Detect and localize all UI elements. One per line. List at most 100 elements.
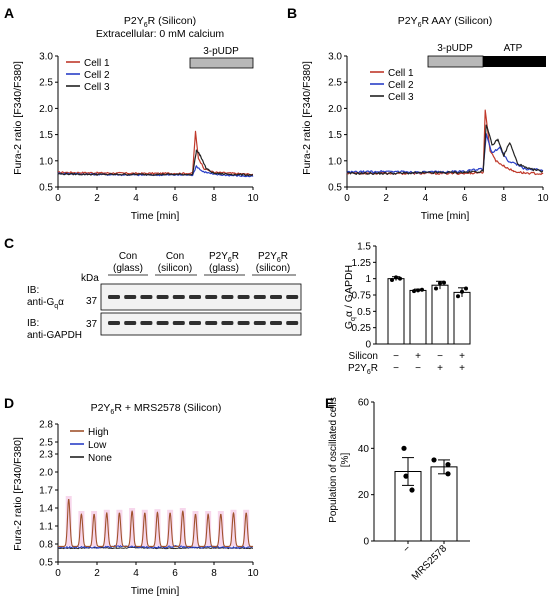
x-tick-label: 0: [55, 568, 61, 579]
panel-c-letter: C: [4, 235, 14, 251]
blot2-ib: IB:: [27, 318, 39, 329]
p2y-sign: −: [393, 363, 399, 374]
y-tick-label: 0: [363, 537, 369, 548]
p2y-row-label: P2Y6R: [348, 363, 378, 376]
shade-band: [205, 511, 212, 547]
x-tick-label: 8: [501, 193, 507, 204]
bar-1: [387, 278, 405, 345]
y-tick-label: 3.0: [328, 52, 342, 63]
blot1-antibody: anti-Gqα: [27, 297, 64, 310]
y-tick-label: 0.25: [352, 323, 372, 334]
blot1-ib: IB:: [27, 285, 39, 296]
panel-d-legend: High Low None: [70, 427, 112, 464]
x-tick-label: 4: [133, 193, 139, 204]
y-tick-label: 2.8: [39, 420, 53, 431]
y-tick-label: 0.8: [39, 540, 53, 551]
y-tick-label: 3.0: [39, 52, 53, 63]
panel-a-axes: 0 2 4 6 8 10 0.5 1.0 1.5 2.0 2.5 3.0: [39, 52, 259, 205]
blot2-band: [189, 321, 201, 325]
silicon-sign: −: [393, 351, 399, 362]
shade-band: [129, 508, 136, 547]
blot2-band: [108, 321, 120, 325]
panel-b-title: P2Y6R AAY (Silicon): [398, 15, 493, 29]
data-point: [456, 294, 460, 299]
x-tick-label: 8: [211, 193, 217, 204]
panel-a-title: P2Y6R (Silicon): [124, 15, 196, 29]
panel-c: C Con (glass) Con (silicon) P2Y6R (glass…: [4, 235, 471, 376]
shade-band: [217, 511, 224, 547]
panel-b-axes: 0 2 4 6 8 10 0.5 1.0 1.5 2.0 2.5 3.0: [328, 52, 549, 205]
y-tick-label: 1.5: [328, 130, 342, 141]
trace-b-cell3: [346, 124, 544, 175]
legend-b-cell1: Cell 1: [388, 68, 414, 79]
y-tick-label: 2.5: [39, 438, 53, 449]
blot2-band: [270, 321, 282, 325]
panel-c-bar-plot: [387, 275, 471, 345]
x-tick-label: 2: [94, 568, 100, 579]
blot2-band: [237, 321, 250, 325]
x-tick-label: 4: [133, 568, 139, 579]
panel-e-letter: E: [325, 395, 334, 411]
panel-c-bar-ylabel: Gqα / GAPDH: [343, 265, 357, 329]
blot2-bands: [108, 321, 299, 325]
bar-3: [431, 284, 449, 345]
panel-d-title: P2Y6R + MRS2578 (Silicon): [91, 402, 222, 416]
y-tick-label: 0.75: [352, 291, 372, 302]
blot-group-labels: Con (glass) Con (silicon) P2Y6R (glass) …: [108, 251, 296, 276]
data-point: [398, 276, 402, 281]
blot1-band: [205, 295, 218, 299]
data-point: [390, 277, 394, 282]
y-tick-label: 2.3: [39, 450, 53, 461]
trace-b-cell1: [346, 109, 544, 176]
blot1-band: [172, 295, 185, 299]
y-tick-label: 1.0: [328, 156, 342, 167]
blot1-marker: 37: [86, 296, 98, 307]
blot1-band: [189, 295, 201, 299]
legend-cell3: Cell 3: [84, 82, 110, 93]
blot1-bands: [108, 295, 299, 299]
panel-b: B P2Y6R AAY (Silicon) 3-pUDP ATP 0 2 4 6 8 10…: [287, 5, 549, 222]
x-tick-label: 0: [55, 193, 61, 204]
trace-cell2: [57, 165, 254, 178]
shade-band: [103, 509, 110, 547]
y-tick-label: 1.4: [39, 504, 53, 515]
legend-b-cell2: Cell 2: [388, 80, 414, 91]
legend-low: Low: [88, 440, 107, 451]
stim-label-3pudp: 3-pUDP: [203, 46, 239, 57]
y-tick-label: 20: [358, 490, 370, 501]
x-tick-label: 10: [247, 193, 259, 204]
data-point: [416, 288, 420, 293]
shade-band: [230, 509, 237, 547]
stim-bar-3pudp: [189, 57, 254, 69]
panel-a-legend: Cell 1 Cell 2 Cell 3: [66, 58, 110, 93]
legend-b-cell3: Cell 3: [388, 92, 414, 103]
y-tick-label: 2.0: [328, 104, 342, 115]
stim-bar-3pudp-b: [427, 55, 484, 68]
trace-cell1: [58, 130, 254, 176]
stim-label-atp: ATP: [504, 43, 523, 54]
legend-high: High: [88, 427, 109, 438]
trace-low: [57, 545, 254, 549]
panel-a-letter: A: [4, 5, 14, 21]
trace-high: [57, 499, 254, 547]
blot2-antibody: anti-GAPDH: [27, 330, 82, 341]
x-tick-label: 6: [462, 193, 468, 204]
y-tick-label: 0.5: [328, 183, 342, 194]
blot2-marker: 37: [86, 319, 98, 330]
p2y-sign: +: [437, 363, 443, 374]
blot2-band: [221, 321, 234, 325]
panel-b-stim-bars: 3-pUDP ATP: [427, 43, 546, 68]
x-tick-label: 10: [537, 193, 549, 204]
panel-b-ylabel: Fura-2 ratio [F340/F380]: [301, 61, 313, 175]
y-tick-label: 0.5: [39, 558, 53, 569]
shade-band: [179, 508, 186, 547]
panel-b-xlabel: Time [min]: [421, 210, 470, 222]
y-tick-label: 0: [365, 340, 371, 351]
data-point: [401, 445, 407, 451]
blot1-band: [108, 295, 120, 299]
data-point: [409, 487, 415, 493]
panel-a: A P2Y6R (Silicon) Extracellular: 0 mM ca…: [4, 5, 259, 222]
panel-a-plot: [57, 130, 254, 178]
blot1-band: [140, 295, 153, 299]
blot2-band: [205, 321, 218, 325]
